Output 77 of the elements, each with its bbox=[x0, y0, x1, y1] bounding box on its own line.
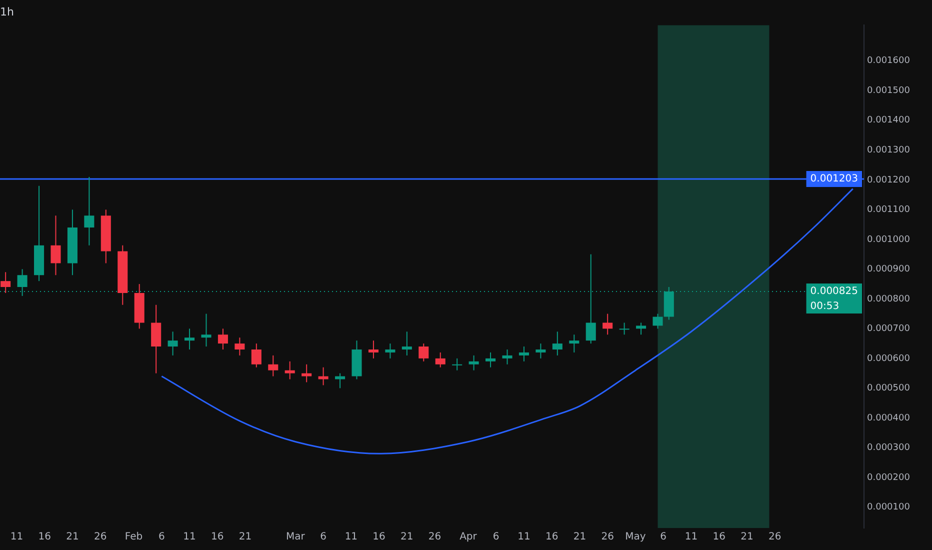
x-tick-label: Apr bbox=[460, 532, 478, 543]
candlestick bbox=[402, 331, 412, 356]
y-tick-label: 0.000200 bbox=[867, 472, 910, 483]
x-tick-label: 11 bbox=[684, 532, 698, 543]
x-tick-label: 11 bbox=[518, 532, 530, 543]
candlestick bbox=[536, 343, 546, 359]
y-tick-label: 0.001100 bbox=[867, 205, 910, 216]
x-tick-label: May bbox=[625, 532, 646, 543]
candlestick bbox=[452, 358, 462, 371]
x-tick-label: 26 bbox=[428, 532, 442, 543]
x-tick-label: 26 bbox=[94, 532, 107, 543]
candlestick bbox=[652, 313, 663, 330]
y-tick-label: 0.000600 bbox=[867, 354, 910, 364]
y-tick-label: 0.000300 bbox=[867, 443, 910, 454]
candlestick bbox=[368, 340, 378, 359]
y-tick-label: 0.001300 bbox=[867, 146, 910, 156]
candlestick bbox=[284, 360, 295, 380]
candlestick bbox=[251, 343, 262, 368]
annotation: 00:53 bbox=[810, 301, 840, 312]
candlestick bbox=[0, 272, 11, 294]
candlestick bbox=[468, 354, 479, 371]
candlestick bbox=[268, 354, 278, 377]
candlestick bbox=[201, 313, 212, 348]
x-tick-label: 21 bbox=[238, 532, 252, 543]
x-tick-label: Feb bbox=[124, 532, 143, 543]
y-tick-label: 0.000100 bbox=[867, 502, 910, 513]
x-tick-label: 16 bbox=[38, 532, 51, 543]
y-tick-label: 0.000800 bbox=[867, 294, 910, 304]
candlestick bbox=[636, 322, 646, 336]
candlestick bbox=[168, 331, 178, 356]
x-tick-label: 6 bbox=[158, 532, 165, 543]
x-tick-label: 26 bbox=[768, 532, 782, 543]
x-tick-label: 11 bbox=[344, 532, 358, 543]
candlestick bbox=[435, 352, 446, 368]
candlestick bbox=[486, 352, 496, 368]
candlestick bbox=[552, 331, 562, 356]
x-tick-label: 6 bbox=[492, 532, 500, 543]
x-tick-label: Mar bbox=[286, 532, 306, 543]
y-tick-label: 0.000900 bbox=[867, 264, 910, 275]
candlestick bbox=[184, 328, 195, 350]
x-tick-label: 16 bbox=[545, 532, 558, 543]
y-tick-label: 0.001000 bbox=[867, 234, 910, 245]
x-tick-label: 21 bbox=[66, 532, 79, 543]
x-tick-label: 16 bbox=[712, 532, 726, 543]
ref-line-label: 0.001203 bbox=[810, 174, 858, 185]
y-tick-label: 0.001500 bbox=[867, 86, 910, 96]
x-tick-label: 6 bbox=[320, 532, 326, 543]
candlestick bbox=[151, 304, 162, 374]
candlestick bbox=[302, 364, 312, 383]
y-tick-label: 0.001400 bbox=[867, 116, 910, 126]
candlestick bbox=[385, 343, 396, 359]
candlestick bbox=[602, 313, 613, 336]
x-tick-label: 6 bbox=[660, 532, 667, 543]
candlestick bbox=[218, 328, 228, 350]
x-tick-label: 26 bbox=[601, 532, 614, 543]
x-tick-label: 16 bbox=[372, 532, 386, 543]
x-tick-label: 11 bbox=[10, 532, 24, 543]
y-tick-label: 0.001200 bbox=[867, 175, 910, 186]
candlestick bbox=[84, 176, 94, 246]
x-tick-label: 11 bbox=[183, 532, 196, 543]
candlestick bbox=[619, 322, 630, 336]
y-tick-label: 0.000500 bbox=[867, 384, 910, 394]
candlestick bbox=[418, 343, 429, 362]
y-tick-label: 0.000400 bbox=[867, 413, 910, 424]
x-tick-label: 16 bbox=[211, 532, 224, 543]
candlestick bbox=[569, 334, 580, 353]
candlestick bbox=[502, 348, 512, 365]
x-tick-label: 21 bbox=[573, 532, 586, 543]
candlestick bbox=[518, 346, 529, 362]
y-tick-label: 0.001600 bbox=[867, 56, 910, 66]
ref-line-label: 0.000825 bbox=[810, 286, 858, 298]
y-tick-label: 0.000700 bbox=[867, 324, 910, 334]
x-tick-label: 21 bbox=[400, 532, 414, 543]
x-tick-label: 21 bbox=[740, 532, 754, 543]
candlestick bbox=[50, 215, 61, 276]
candlestick bbox=[234, 337, 245, 356]
chart-title: 1h bbox=[0, 5, 14, 18]
